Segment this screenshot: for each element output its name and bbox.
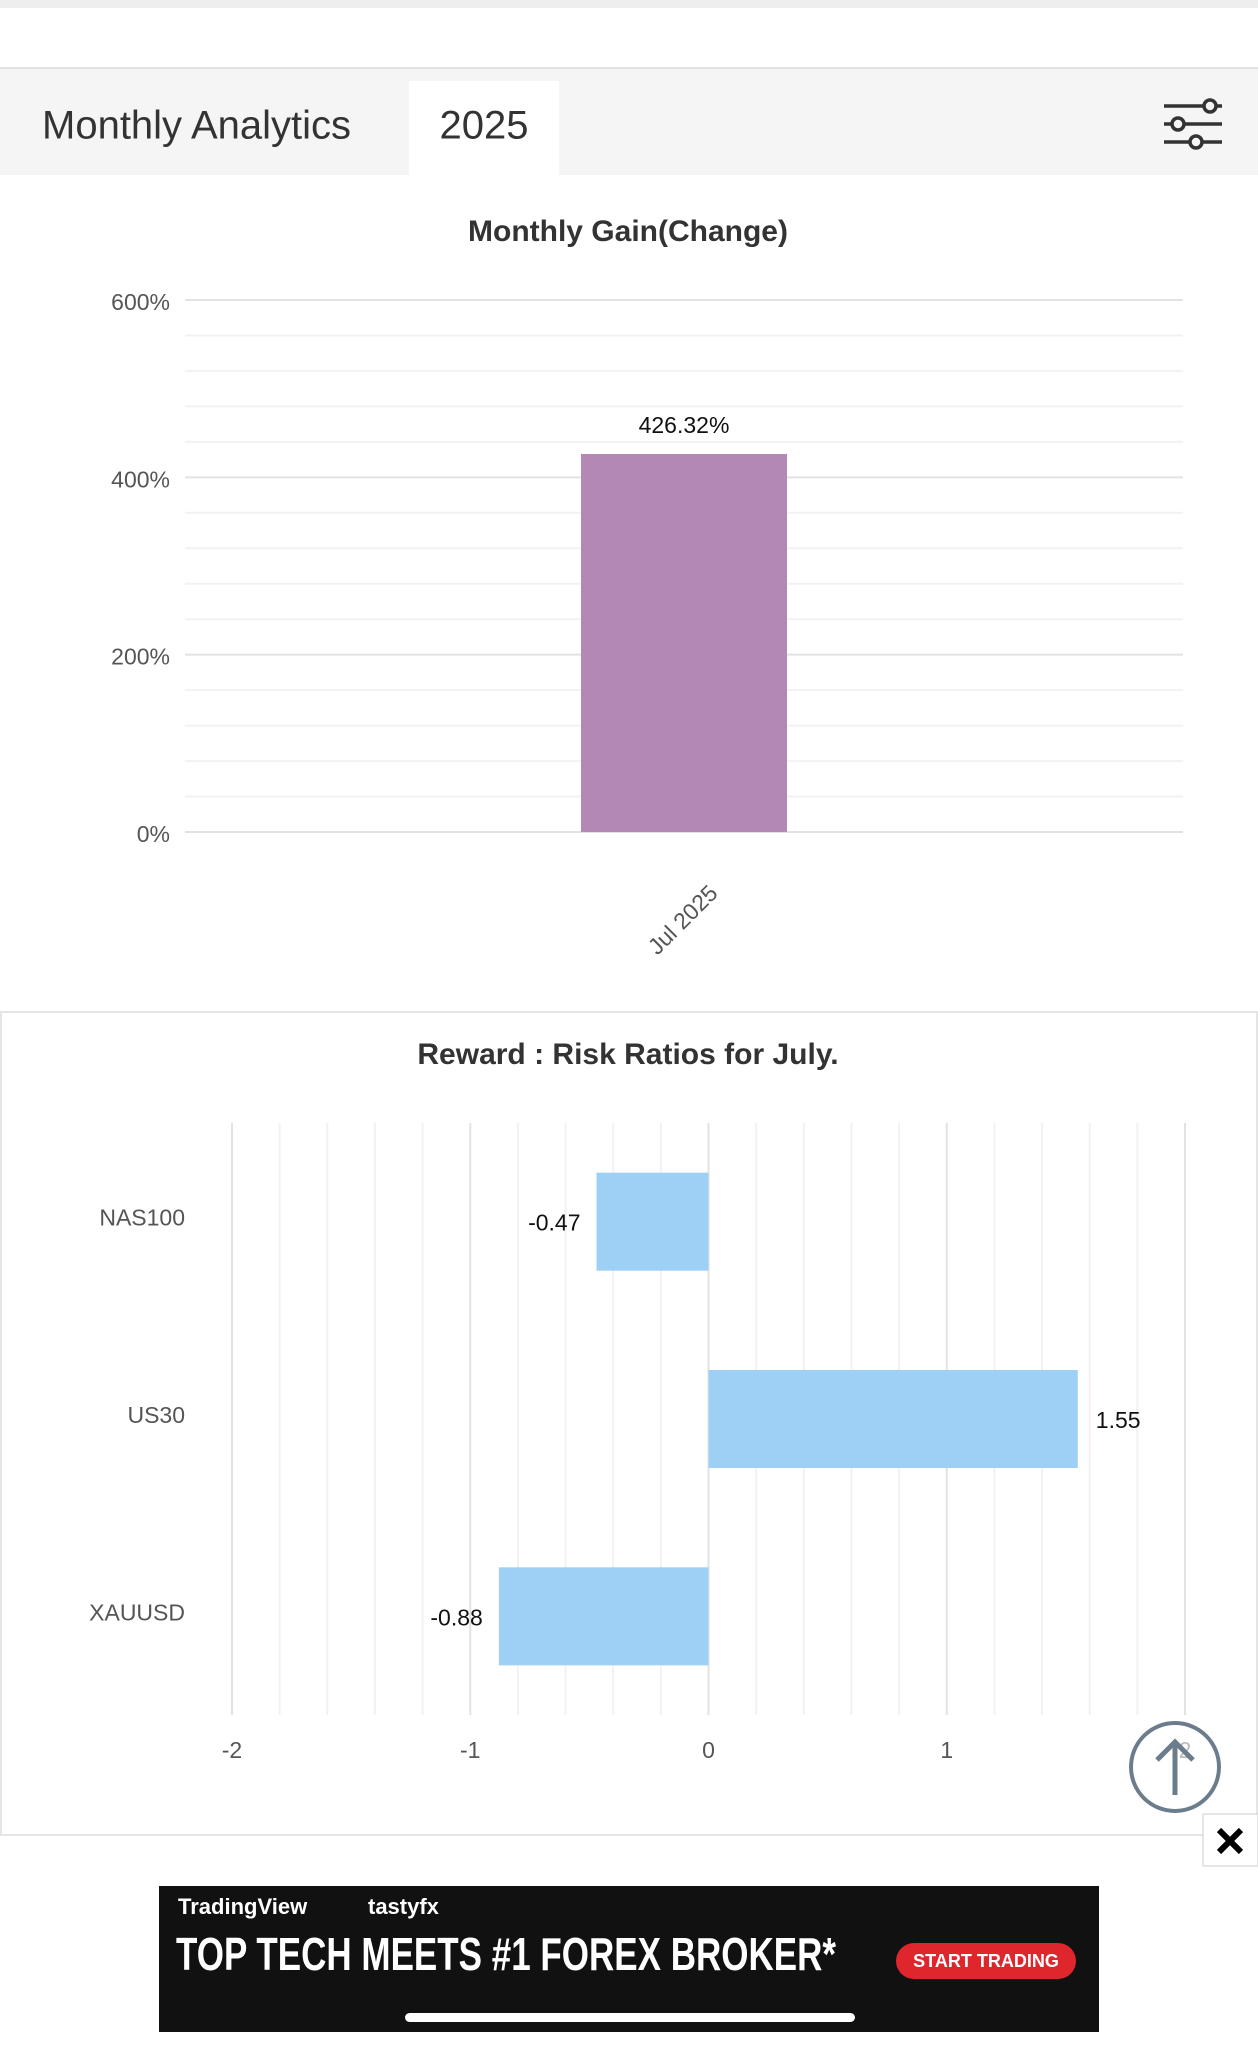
value-label: 1.55	[1096, 1407, 1141, 1433]
chart-panel	[0, 1011, 1258, 1836]
home-indicator	[405, 2013, 855, 2022]
header-bar	[0, 68, 1258, 175]
ad-button[interactable]	[896, 1943, 1076, 1979]
close-icon[interactable]	[1216, 1827, 1244, 1855]
top-strip	[0, 0, 1258, 8]
ad-headline: TOP TECH MEETS #1 FOREX BROKER*	[176, 1928, 836, 1980]
year-tab[interactable]: 2025	[440, 104, 529, 148]
header-title: Monthly Analytics	[42, 104, 351, 148]
ad-button-label[interactable]: START TRADING	[913, 1951, 1059, 1971]
value-label: -0.47	[528, 1210, 580, 1236]
value-label: 426.32%	[639, 412, 730, 438]
chart-title: Monthly Gain(Change)	[468, 215, 788, 248]
chart-title: Reward : Risk Ratios for July.	[417, 1038, 838, 1071]
x-tick-label: Jul 2025	[643, 880, 723, 960]
bar	[708, 1370, 1078, 1468]
x-tick-label: -1	[460, 1737, 480, 1763]
y-tick-label: 400%	[111, 466, 170, 492]
y-tick-label: 200%	[111, 644, 170, 670]
y-tick-label: 0%	[137, 821, 170, 847]
filter-icon[interactable]	[1164, 98, 1222, 150]
y-tick-label: XAUUSD	[89, 1599, 185, 1625]
bar	[581, 453, 787, 832]
scroll-top-button[interactable]	[1129, 1721, 1221, 1813]
bar	[498, 1567, 709, 1666]
x-tick-label: -2	[222, 1737, 242, 1763]
y-tick-label: NAS100	[99, 1205, 185, 1231]
y-tick-label: US30	[127, 1402, 185, 1428]
bar	[596, 1172, 709, 1271]
x-tick-label: 0	[702, 1737, 715, 1763]
y-tick-label: 600%	[111, 289, 170, 315]
ad-brand: TradingView	[178, 1894, 308, 1919]
year-tab-bg[interactable]	[409, 81, 559, 175]
value-label: -0.88	[430, 1604, 482, 1630]
x-tick-label: 1	[940, 1737, 953, 1763]
ad-brand: tastyfx	[368, 1894, 440, 1919]
